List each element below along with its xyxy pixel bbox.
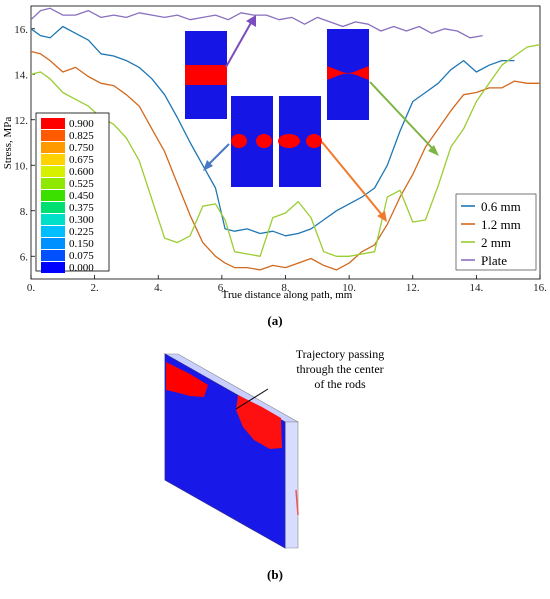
x-tick-label: 2.: [91, 282, 100, 294]
x-tick-label: 14.: [470, 282, 484, 294]
colorbar-label: 0.675: [69, 154, 94, 166]
series-line: [30, 7, 483, 39]
colorbar-swatch: [41, 130, 65, 141]
colorbar-label: 0.900: [69, 118, 94, 130]
inset-arrows: [203, 15, 439, 222]
y-tick-label: 10.: [14, 160, 28, 172]
x-tick-label: 16.: [533, 282, 547, 294]
x-tick-label: 12.: [406, 282, 420, 294]
colorbar-swatch: [41, 262, 65, 273]
colorbar-label: 0.450: [69, 190, 94, 202]
y-axis-label: Stress, MPa: [2, 117, 14, 170]
fe-inset-1.2mm: [278, 96, 322, 187]
colorbar-swatch: [41, 178, 65, 189]
x-ticks: 0. 2. 4. 6. 8. 10. 12. 14. 16.: [27, 275, 547, 294]
caption-a: (a): [267, 313, 282, 328]
colorbar: 0.9000.8250.7500.6750.6000.5250.4500.375…: [35, 112, 110, 274]
legend-label: 1.2 mm: [481, 217, 521, 232]
x-tick-label: 4.: [154, 282, 163, 294]
series-line: [30, 44, 541, 257]
fe-block-3d: [163, 353, 300, 549]
legend-label: 0.6 mm: [481, 199, 521, 214]
colorbar-labels: 0.9000.8250.7500.6750.6000.5250.4500.375…: [69, 118, 94, 274]
trajectory-annotation: Trajectory passing through the center of…: [296, 347, 385, 391]
colorbar-label: 0.150: [69, 238, 94, 250]
colorbar-swatch: [41, 118, 65, 129]
legend: 0.6 mm 1.2 mm 2 mm Plate: [455, 193, 537, 271]
legend-label: Plate: [481, 253, 507, 268]
colorbar-label: 0.750: [69, 142, 94, 154]
y-tick-label: 16.: [14, 24, 28, 36]
colorbar-swatch: [41, 226, 65, 237]
colorbar-label: 0.000: [69, 262, 94, 274]
fe-inset-2mm: [327, 29, 369, 120]
colorbar-label: 0.375: [69, 202, 94, 214]
colorbar-label: 0.225: [69, 226, 94, 238]
colorbar-label: 0.075: [69, 250, 94, 262]
legend-label: 2 mm: [481, 235, 511, 250]
annotation-line-1: Trajectory passing: [296, 347, 385, 361]
caption-b: (b): [267, 567, 283, 582]
fe-inset-0.6mm: [231, 96, 273, 187]
colorbar-label: 0.525: [69, 178, 94, 190]
x-tick-label: 8.: [281, 282, 290, 294]
colorbar-label: 0.300: [69, 214, 94, 226]
colorbar-swatch: [41, 202, 65, 213]
y-tick-label: 6.: [20, 251, 29, 263]
x-tick-label: 6.: [218, 282, 227, 294]
series-line: [30, 50, 540, 271]
colorbar-swatches: [41, 118, 65, 273]
series-line: [30, 25, 515, 237]
x-tick-label: 10.: [342, 282, 356, 294]
colorbar-swatch: [41, 142, 65, 153]
colorbar-swatch: [41, 214, 65, 225]
colorbar-label: 0.825: [69, 130, 94, 142]
x-tick-label: 0.: [27, 282, 36, 294]
y-tick-label: 14.: [14, 69, 28, 81]
fe-inset-plate: [185, 31, 227, 119]
colorbar-swatch: [41, 154, 65, 165]
colorbar-label: 0.600: [69, 166, 94, 178]
y-ticks: 6. 8. 10. 12. 14. 16.: [14, 24, 35, 263]
annotation-line-2: through the center: [296, 362, 383, 376]
annotation-line-3: of the rods: [314, 377, 366, 391]
x-axis-label: True distance along path, mm: [222, 289, 353, 301]
y-tick-label: 12.: [14, 115, 28, 127]
colorbar-swatch: [41, 250, 65, 261]
trajectory-pointer: [235, 388, 269, 410]
colorbar-swatch: [41, 238, 65, 249]
series-lines: [30, 7, 541, 271]
y-tick-label: 8.: [20, 206, 29, 218]
colorbar-swatch: [41, 166, 65, 177]
legend-items: 0.6 mm 1.2 mm 2 mm Plate: [461, 199, 521, 268]
colorbar-swatch: [41, 190, 65, 201]
